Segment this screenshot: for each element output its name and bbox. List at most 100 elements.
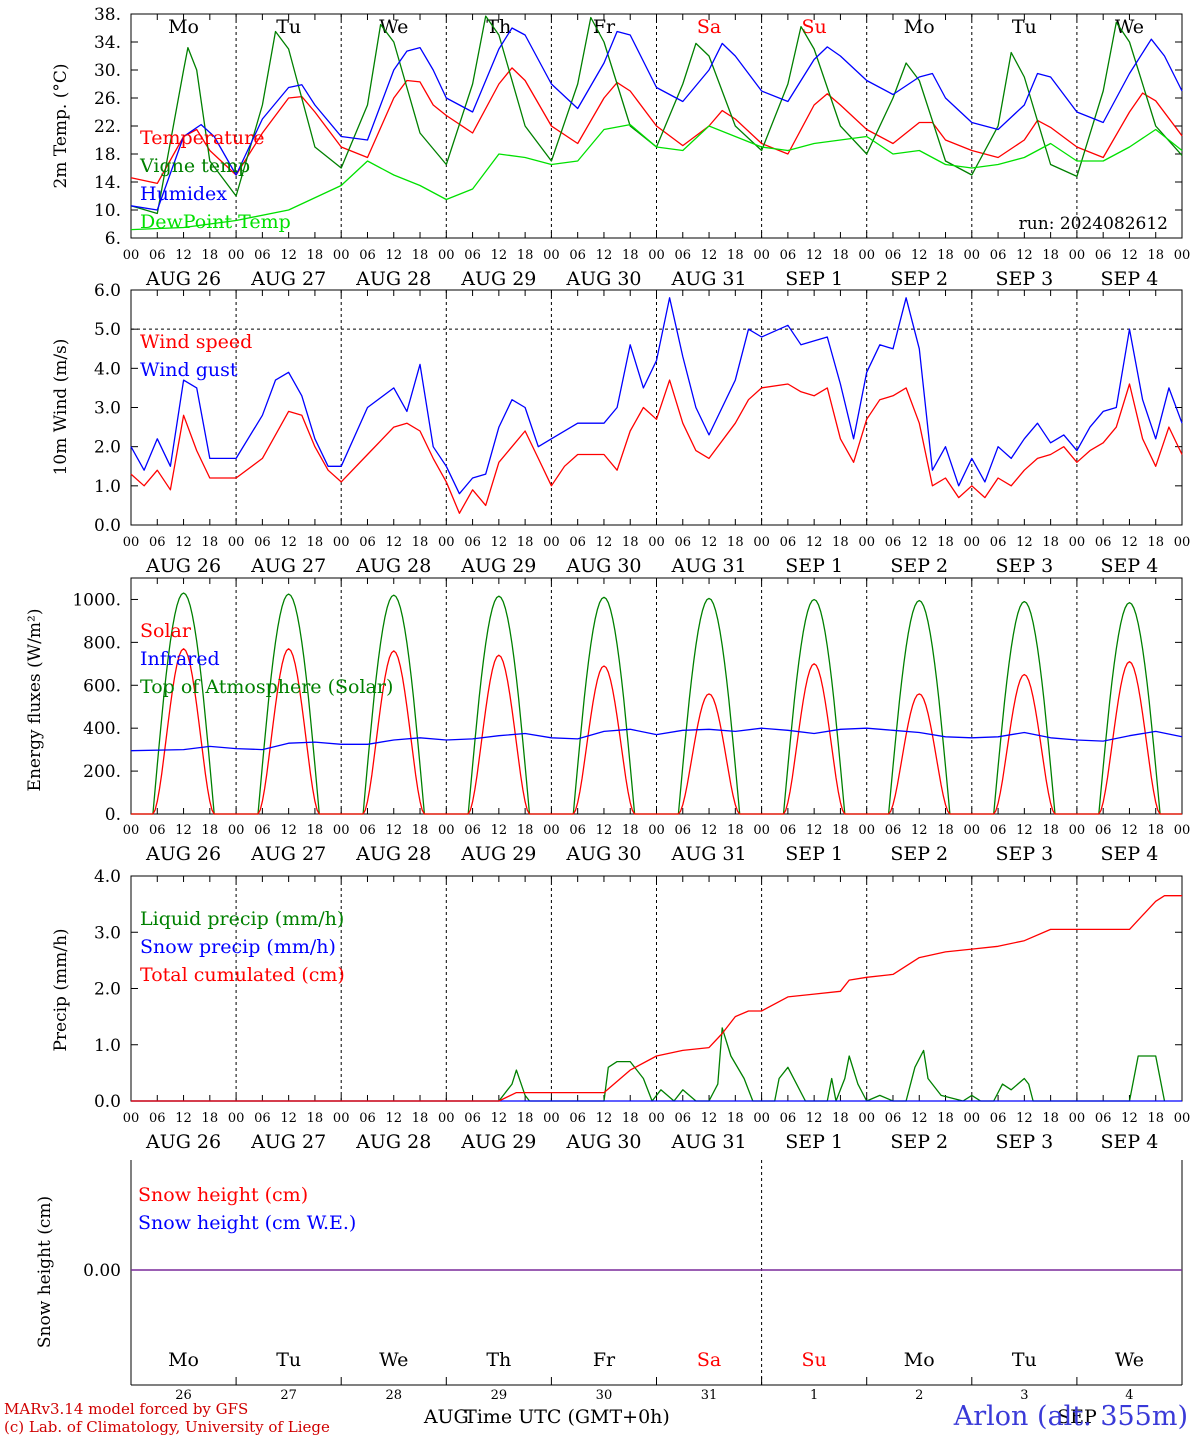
x-tick-label: 06 [359, 535, 376, 550]
x-tick-label: 18 [412, 823, 429, 838]
date-label: SEP 3 [995, 268, 1053, 290]
y-tick-label: 0. [105, 805, 121, 825]
x-tick-label: 18 [1042, 248, 1059, 263]
date-label: AUG 29 [460, 1131, 536, 1153]
x-tick-label: 00 [333, 1111, 350, 1126]
date-label: SEP 2 [890, 555, 948, 577]
x-tick-label: 12 [806, 248, 823, 263]
x-tick-label: 00 [648, 1111, 665, 1126]
x-tick-label: 18 [622, 535, 639, 550]
date-label: AUG 26 [145, 843, 221, 865]
x-tick-label: 06 [254, 535, 271, 550]
date-label: SEP 3 [995, 843, 1053, 865]
legend-entry: Solar [140, 620, 192, 642]
date-label: AUG 30 [565, 555, 641, 577]
x-tick-label: 12 [491, 1111, 508, 1126]
x-tick-label: 12 [596, 248, 613, 263]
weekday-label: Mo [168, 1349, 199, 1371]
x-tick-label: 12 [280, 823, 297, 838]
x-tick-label: 00 [228, 248, 245, 263]
station-label: Arlon (alt. 355m) [953, 1401, 1188, 1432]
date-label: AUG 31 [670, 555, 746, 577]
x-tick-label: 12 [701, 823, 718, 838]
x-tick-label: 06 [149, 535, 166, 550]
x-tick-label: 12 [491, 248, 508, 263]
x-tick-label: 06 [675, 535, 692, 550]
y-tick-label: 4.0 [94, 867, 121, 887]
day-number-label: 2 [915, 1388, 923, 1403]
x-tick-label: 00 [1174, 535, 1191, 550]
x-tick-label: 06 [254, 248, 271, 263]
x-tick-label: 00 [964, 535, 981, 550]
weekday-label: Tu [1012, 16, 1037, 38]
x-tick-label: 00 [228, 535, 245, 550]
legend-entry: Snow height (cm) [138, 1184, 308, 1206]
x-tick-label: 06 [780, 248, 797, 263]
date-label: SEP 4 [1101, 555, 1159, 577]
x-tick-label: 12 [175, 535, 192, 550]
date-label: AUG 28 [355, 1131, 431, 1153]
x-tick-label: 06 [569, 1111, 586, 1126]
legend-entry: Top of Atmosphere (Solar) [140, 676, 393, 698]
weekday-label: Mo [168, 16, 199, 38]
x-tick-label: 00 [333, 248, 350, 263]
x-tick-label: 18 [1147, 535, 1164, 550]
date-label: AUG 29 [460, 843, 536, 865]
x-tick-label: 00 [1174, 248, 1191, 263]
x-tick-label: 12 [385, 535, 402, 550]
date-label: AUG 26 [145, 555, 221, 577]
x-tick-label: 06 [990, 1111, 1007, 1126]
y-tick-label: 6.0 [94, 281, 121, 301]
x-tick-label: 18 [622, 823, 639, 838]
weekday-label: Su [802, 1349, 827, 1371]
run-label: run: 2024082612 [1019, 214, 1168, 234]
series-total-cumulated-cm- [131, 895, 1182, 1102]
x-tick-label: 18 [517, 1111, 534, 1126]
legend-entry: Infrared [140, 648, 220, 670]
x-tick-label: 18 [832, 248, 849, 263]
x-tick-label: 18 [727, 248, 744, 263]
x-tick-label: 00 [123, 248, 140, 263]
x-tick-label: 18 [727, 535, 744, 550]
x-tick-label: 18 [832, 823, 849, 838]
x-tick-label: 12 [175, 1111, 192, 1126]
x-tick-label: 00 [858, 535, 875, 550]
x-tick-label: 18 [937, 1111, 954, 1126]
x-tick-label: 12 [1016, 823, 1033, 838]
x-tick-label: 06 [149, 823, 166, 838]
x-tick-label: 18 [1042, 535, 1059, 550]
x-tick-label: 18 [727, 1111, 744, 1126]
x-tick-label: 06 [149, 248, 166, 263]
weekday-label: Mo [904, 1349, 935, 1371]
legend-entry: DewPoint Temp [140, 211, 291, 233]
x-tick-label: 12 [911, 823, 928, 838]
x-tick-label: 00 [543, 248, 560, 263]
weekday-label: Th [486, 1349, 511, 1371]
y-axis-label: Snow height (cm) [35, 1196, 55, 1348]
day-number-label: 30 [596, 1388, 613, 1403]
x-tick-label: 06 [359, 1111, 376, 1126]
x-tick-label: 12 [491, 823, 508, 838]
x-tick-label: 18 [1147, 1111, 1164, 1126]
x-tick-label: 12 [701, 1111, 718, 1126]
weekday-label: Tu [276, 16, 301, 38]
x-tick-label: 06 [464, 823, 481, 838]
x-tick-label: 06 [359, 823, 376, 838]
x-tick-label: 00 [543, 535, 560, 550]
x-tick-label: 06 [359, 248, 376, 263]
model-credit: MARv3.14 model forced by GFS (c) Lab. of… [4, 1400, 330, 1436]
x-tick-label: 06 [1095, 823, 1112, 838]
x-tick-label: 12 [806, 535, 823, 550]
x-tick-label: 12 [596, 823, 613, 838]
weekday-label: Sa [697, 16, 721, 38]
date-label: AUG 27 [250, 843, 326, 865]
month-label: SEP [1057, 1406, 1097, 1428]
date-label: SEP 3 [995, 555, 1053, 577]
day-number-label: 29 [491, 1388, 508, 1403]
x-tick-label: 00 [228, 823, 245, 838]
x-tick-label: 00 [543, 1111, 560, 1126]
date-label: SEP 1 [785, 555, 843, 577]
weekday-label: Sa [697, 1349, 721, 1371]
weekday-label: Th [486, 16, 511, 38]
